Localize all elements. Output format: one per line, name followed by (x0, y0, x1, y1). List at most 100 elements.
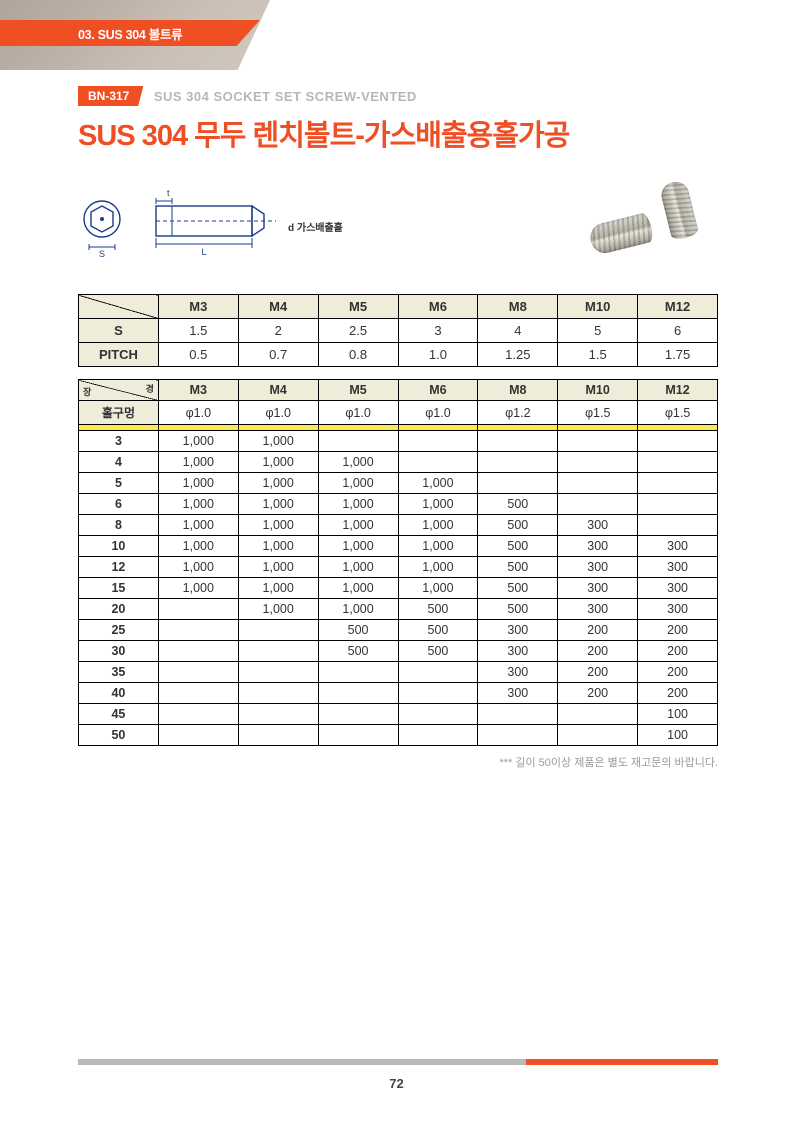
table-header: M5 (318, 295, 398, 319)
table-row-header: 20 (79, 599, 159, 620)
table-cell: 500 (478, 515, 558, 536)
table-row-header: 50 (79, 725, 159, 746)
table-cell (238, 662, 318, 683)
table-header: M12 (638, 380, 718, 401)
table-cell: 6 (638, 319, 718, 343)
table-cell (478, 473, 558, 494)
table-cell (158, 641, 238, 662)
table-row-header: 3 (79, 431, 159, 452)
table-cell: 200 (638, 641, 718, 662)
screw-photo-icon (659, 179, 700, 241)
table-cell: 300 (478, 641, 558, 662)
socket-front-icon: S (78, 191, 126, 261)
spec-table: M3M4M5M6M8M10M12 S1.522.53456PITCH0.50.7… (78, 294, 718, 367)
table-cell: 500 (318, 641, 398, 662)
table-cell: 200 (638, 662, 718, 683)
table-cell: 1,000 (318, 557, 398, 578)
table-cell: 1,000 (238, 515, 318, 536)
table-cell (158, 683, 238, 704)
table-cell (558, 494, 638, 515)
table-cell: 300 (558, 557, 638, 578)
vent-hole-label: d 가스배출홀 (288, 219, 343, 234)
table-cell (478, 452, 558, 473)
table-cell: 1.5 (558, 343, 638, 367)
diag-right-label: 경 (146, 382, 154, 395)
table-row-header: 30 (79, 641, 159, 662)
table-cell: 1.0 (398, 343, 478, 367)
table-cell: 1,000 (238, 578, 318, 599)
table-cell (318, 704, 398, 725)
table-cell: 300 (558, 515, 638, 536)
table-cell: 1,000 (318, 578, 398, 599)
table-cell: 1.5 (158, 319, 238, 343)
table-cell (638, 494, 718, 515)
table-cell: 300 (558, 578, 638, 599)
table-row-header: 4 (79, 452, 159, 473)
table-cell (398, 683, 478, 704)
table-cell (478, 431, 558, 452)
table-cell: 300 (638, 536, 718, 557)
table-cell: 100 (638, 704, 718, 725)
dim-t-label: t (167, 188, 170, 198)
table-cell: 1,000 (238, 536, 318, 557)
footnote: *** 길이 50이상 제품은 별도 재고문의 바랍니다. (78, 754, 718, 770)
table-cell (158, 662, 238, 683)
table-header: M4 (238, 295, 318, 319)
table-corner (79, 295, 159, 319)
table-cell: 1,000 (158, 578, 238, 599)
table-row-header: S (79, 319, 159, 343)
table-cell: 500 (478, 599, 558, 620)
table-cell: 1.75 (638, 343, 718, 367)
table-header: M10 (558, 380, 638, 401)
table-row-header: PITCH (79, 343, 159, 367)
table-cell: 2 (238, 319, 318, 343)
table-cell: 1,000 (318, 515, 398, 536)
table-cell: 300 (478, 620, 558, 641)
table-cell (478, 725, 558, 746)
diag-left-label: 장 (83, 385, 91, 398)
table-cell: 1,000 (238, 599, 318, 620)
table-cell: 1,000 (398, 536, 478, 557)
table-cell: 4 (478, 319, 558, 343)
top-corner-banner: 03. SUS 304 볼트류 (0, 0, 270, 70)
table-cell (638, 473, 718, 494)
table-cell (318, 683, 398, 704)
table-cell (238, 725, 318, 746)
table-cell: 200 (558, 683, 638, 704)
table-row-header: 12 (79, 557, 159, 578)
table-cell (158, 599, 238, 620)
table-header: M10 (558, 295, 638, 319)
table-cell: 3 (398, 319, 478, 343)
table-cell: 1,000 (158, 431, 238, 452)
table-row-header: 6 (79, 494, 159, 515)
table-cell: 200 (558, 620, 638, 641)
table-header: M8 (478, 295, 558, 319)
table-cell (318, 725, 398, 746)
table-cell: φ1.2 (478, 401, 558, 425)
table-cell: 1,000 (238, 452, 318, 473)
table-row-header: 10 (79, 536, 159, 557)
table-cell: 500 (398, 620, 478, 641)
table-cell: 1,000 (158, 452, 238, 473)
table-cell (398, 704, 478, 725)
table-cell: 1,000 (238, 557, 318, 578)
table-cell (638, 515, 718, 536)
table-cell: 1,000 (398, 515, 478, 536)
table-cell: 500 (478, 536, 558, 557)
table-cell: 200 (558, 662, 638, 683)
table-row-header: 8 (79, 515, 159, 536)
table-cell (398, 452, 478, 473)
table-cell: 500 (318, 620, 398, 641)
product-subtitle: SUS 304 SOCKET SET SCREW-VENTED (154, 89, 417, 104)
table-cell: 1,000 (158, 515, 238, 536)
table-header: M3 (158, 295, 238, 319)
table-header: M12 (638, 295, 718, 319)
table-cell: 300 (558, 599, 638, 620)
table-cell: φ1.0 (158, 401, 238, 425)
table-cell: 500 (478, 578, 558, 599)
table-cell: 1,000 (158, 557, 238, 578)
table-cell (158, 704, 238, 725)
table-cell: 1,000 (318, 536, 398, 557)
table-header: M5 (318, 380, 398, 401)
table-cell: 1,000 (398, 557, 478, 578)
